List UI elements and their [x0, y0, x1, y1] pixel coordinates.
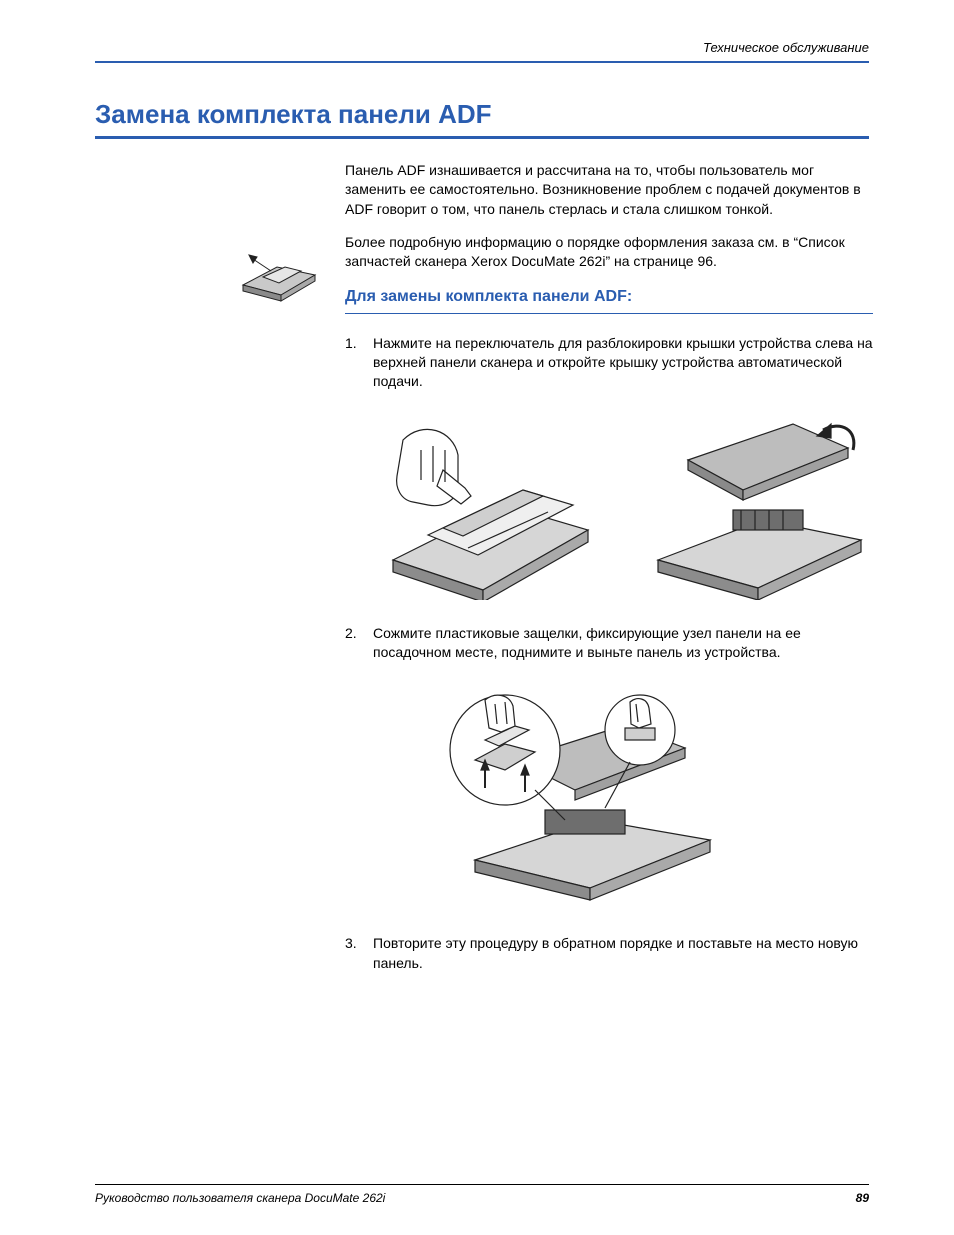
- figure-step1-left: [373, 410, 603, 600]
- figure-step2: [435, 680, 725, 910]
- step-number: 2.: [345, 624, 373, 663]
- step-text: Повторите эту процедуру в обратном поряд…: [373, 934, 873, 973]
- intro-paragraph-2: Более подробную информацию о порядке офо…: [345, 233, 873, 272]
- page-footer: Руководство пользователя сканера DocuMat…: [95, 1184, 869, 1205]
- intro-paragraph-1: Панель ADF изнашивается и рассчитана на …: [345, 161, 873, 219]
- step-item: 1. Нажмите на переключатель для разблоки…: [345, 334, 873, 392]
- running-head: Техническое обслуживание: [95, 40, 869, 63]
- step-number: 3.: [345, 934, 373, 973]
- page-title: Замена комплекта панели ADF: [95, 99, 869, 139]
- footer-doc-title: Руководство пользователя сканера DocuMat…: [95, 1191, 385, 1205]
- side-column: [95, 161, 345, 985]
- main-column: Панель ADF изнашивается и рассчитана на …: [345, 161, 873, 985]
- figure-step1-right: [643, 410, 873, 600]
- figure-row-step1: [373, 410, 873, 600]
- step-number: 1.: [345, 334, 373, 392]
- step-item: 2. Сожмите пластиковые защелки, фиксирую…: [345, 624, 873, 663]
- step-text: Нажмите на переключатель для разблокиров…: [373, 334, 873, 392]
- footer-page-number: 89: [856, 1191, 869, 1205]
- step-item: 3. Повторите эту процедуру в обратном по…: [345, 934, 873, 973]
- section-subheading: Для замены комплекта панели ADF:: [345, 286, 873, 314]
- figure-adf-pad: [235, 249, 325, 304]
- step-text: Сожмите пластиковые защелки, фиксирующие…: [373, 624, 873, 663]
